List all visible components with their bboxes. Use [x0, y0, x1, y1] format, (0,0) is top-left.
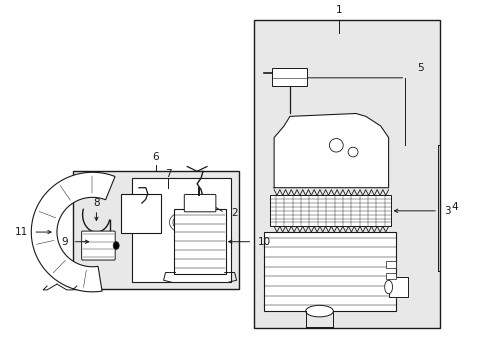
Bar — [385, 273, 395, 279]
Polygon shape — [31, 172, 115, 292]
Ellipse shape — [384, 280, 392, 294]
Text: 8: 8 — [93, 198, 100, 208]
Bar — [269, 195, 390, 226]
Text: 2: 2 — [231, 208, 238, 218]
Circle shape — [347, 147, 357, 157]
FancyBboxPatch shape — [184, 194, 215, 212]
Text: 6: 6 — [152, 152, 159, 162]
Text: 11: 11 — [15, 227, 28, 237]
FancyBboxPatch shape — [121, 194, 160, 233]
Ellipse shape — [113, 242, 119, 249]
Bar — [385, 261, 395, 268]
Text: 10: 10 — [257, 237, 270, 247]
Text: 5: 5 — [416, 63, 423, 73]
Text: 9: 9 — [61, 237, 68, 247]
Circle shape — [329, 139, 343, 152]
FancyBboxPatch shape — [174, 209, 225, 274]
Ellipse shape — [305, 305, 333, 317]
Polygon shape — [274, 113, 388, 188]
Bar — [73, 171, 238, 289]
Text: 1: 1 — [335, 5, 342, 15]
Text: 4: 4 — [450, 202, 457, 212]
Bar — [254, 20, 439, 328]
Bar — [264, 232, 395, 311]
Bar — [132, 178, 230, 282]
Text: 3: 3 — [444, 206, 450, 216]
Bar — [272, 68, 306, 86]
FancyBboxPatch shape — [81, 231, 115, 260]
Polygon shape — [388, 277, 407, 297]
Text: 7: 7 — [165, 169, 171, 179]
